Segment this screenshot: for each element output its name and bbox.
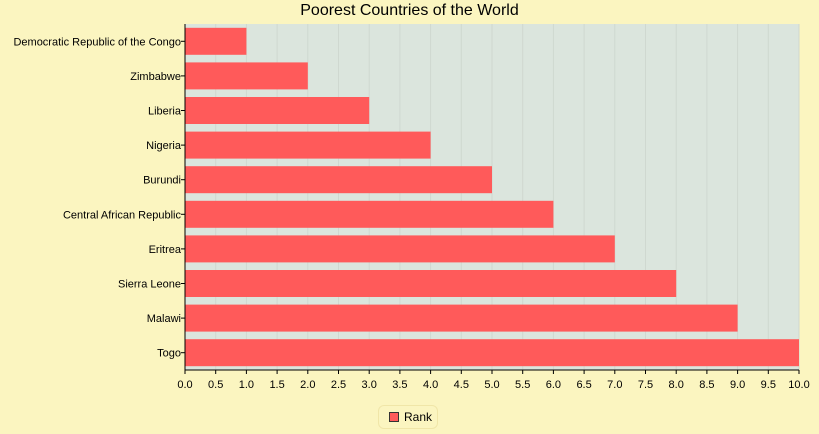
- x-tick-label: 3.5: [392, 379, 407, 391]
- bars: [185, 27, 799, 367]
- x-tick-label: 6.5: [576, 379, 591, 391]
- x-tick-label: 0.0: [177, 379, 192, 391]
- bar[interactable]: [185, 339, 799, 367]
- bar[interactable]: [185, 27, 247, 55]
- category-labels: Democratic Republic of the Congo Zimbabwe…: [13, 36, 181, 359]
- x-tick-label: 9.5: [761, 379, 776, 391]
- bar[interactable]: [185, 62, 308, 90]
- x-tick-label: 4.0: [423, 379, 438, 391]
- x-tick-label: 6.0: [546, 379, 561, 391]
- bar[interactable]: [185, 200, 554, 228]
- category-label: Sierra Leone: [118, 279, 181, 291]
- x-tick-label: 10.0: [788, 379, 809, 391]
- x-tick-label: 5.0: [484, 379, 499, 391]
- bar[interactable]: [185, 304, 738, 332]
- x-tick-label: 9.0: [730, 379, 745, 391]
- x-tick-label: 3.0: [362, 379, 377, 391]
- category-label: Burundi: [143, 175, 181, 187]
- category-label: Malawi: [147, 313, 181, 325]
- x-tick-labels: 0.0 0.5 1.0 1.5 2.0 2.5 3.0 3.5 4.0 4.5 5.0 5.5 6.0 6…: [177, 379, 809, 391]
- category-label: Togo: [157, 348, 181, 360]
- category-label: Central African Republic: [63, 209, 182, 221]
- legend-label: Rank: [404, 410, 433, 424]
- bar[interactable]: [185, 270, 677, 297]
- x-tick-label: 8.0: [669, 379, 684, 391]
- legend[interactable]: Rank: [378, 405, 438, 429]
- legend-swatch: [389, 412, 399, 422]
- category-label: Liberia: [148, 106, 182, 118]
- x-tick-label: 8.5: [699, 379, 714, 391]
- x-tick-label: 2.5: [331, 379, 346, 391]
- bar[interactable]: [185, 235, 615, 263]
- x-tick-label: 1.0: [239, 379, 254, 391]
- x-tick-label: 2.0: [300, 379, 315, 391]
- bar[interactable]: [185, 166, 492, 194]
- x-tick-label: 7.0: [607, 379, 622, 391]
- x-tick-label: 1.5: [269, 379, 284, 391]
- x-tick-label: 4.5: [454, 379, 469, 391]
- category-label: Nigeria: [146, 140, 182, 152]
- x-tick-label: 0.5: [208, 379, 223, 391]
- x-tick-label: 5.5: [515, 379, 530, 391]
- category-label: Zimbabwe: [130, 71, 181, 83]
- bar[interactable]: [185, 131, 431, 159]
- axes: [181, 24, 800, 374]
- chart-title: Poorest Countries of the World: [300, 2, 519, 19]
- category-label: Eritrea: [149, 244, 182, 256]
- category-label: Democratic Republic of the Congo: [13, 36, 181, 48]
- bar[interactable]: [185, 97, 370, 124]
- x-tick-label: 7.5: [638, 379, 653, 391]
